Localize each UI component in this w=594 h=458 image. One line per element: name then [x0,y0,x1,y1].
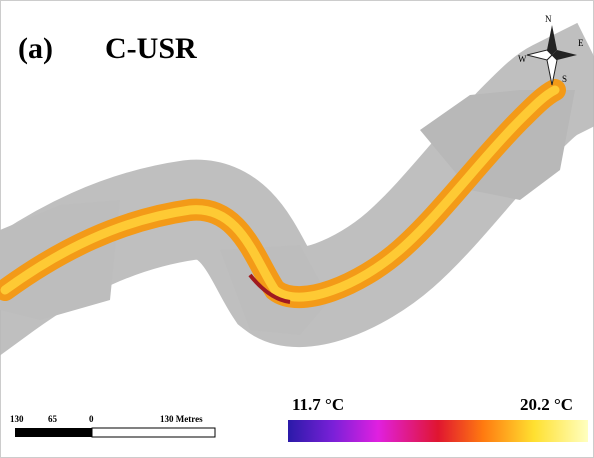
compass-s: S [562,74,567,84]
scale-label: 0 [89,414,94,424]
map-figure: (a) C-USR N E S W 130 65 0 130 Metres 11… [0,0,594,458]
scale-label: 65 [48,414,58,424]
panel-label: (a) [18,32,53,65]
map-title: C-USR [105,32,197,65]
compass-w: W [518,54,527,64]
colorbar-min: 11.7 °C [292,395,344,414]
scale-label: 130 [10,414,24,424]
compass-e: E [578,38,584,48]
compass-n: N [545,14,552,24]
scale-label: 130 Metres [160,414,203,424]
colorbar-max: 20.2 °C [520,395,573,414]
